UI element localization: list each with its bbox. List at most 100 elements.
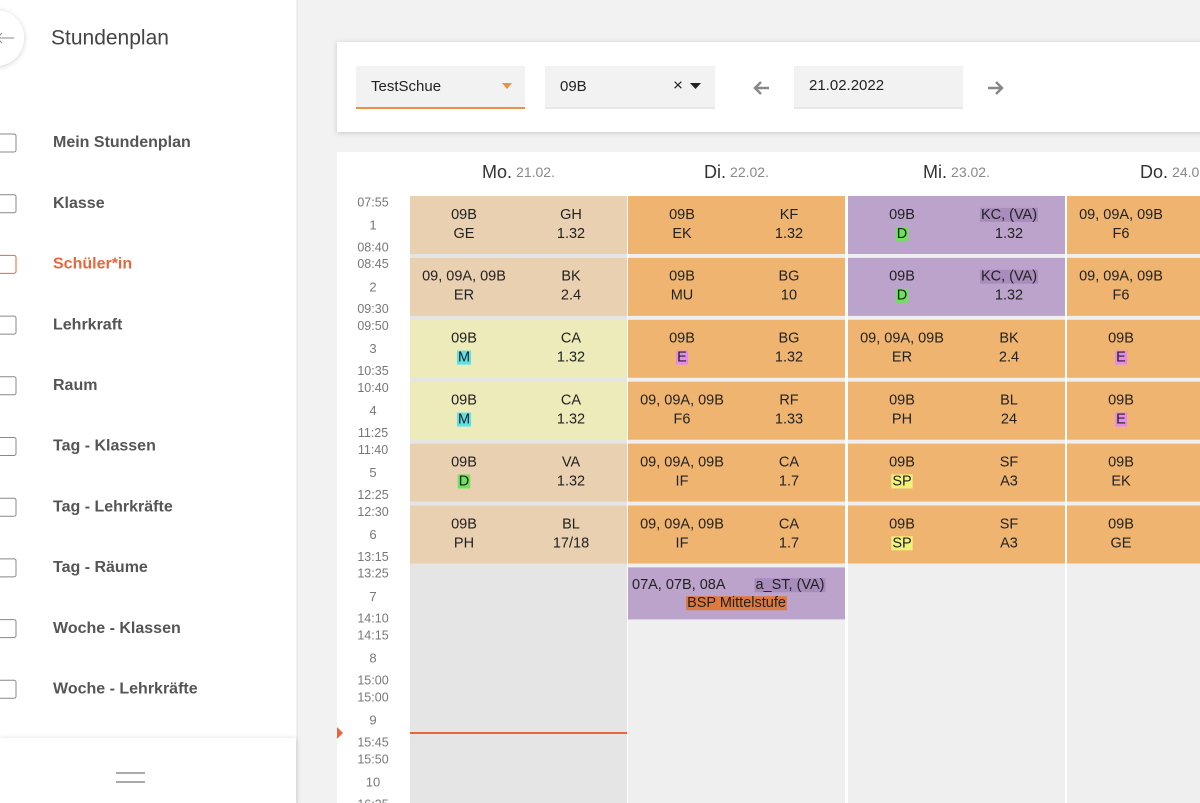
day-date: 23.02. bbox=[951, 164, 990, 180]
lesson[interactable]: 09B M CA 1.32 bbox=[410, 319, 627, 378]
period-end: 13:15 bbox=[357, 550, 388, 564]
school-select[interactable] bbox=[356, 66, 525, 109]
prev-day[interactable] bbox=[753, 81, 769, 95]
lesson-subject: MU bbox=[671, 288, 694, 304]
lesson-cell bbox=[410, 505, 627, 564]
period-start: 13:25 bbox=[357, 567, 388, 581]
lesson[interactable]: 09, 09A, 09B IF CA 1.7 bbox=[628, 443, 845, 502]
period-start: 15:50 bbox=[357, 752, 388, 766]
nav-item[interactable]: Tag - Räume bbox=[53, 559, 148, 576]
nav-item[interactable]: Klasse bbox=[53, 195, 105, 212]
text-highlight bbox=[979, 207, 1039, 222]
lesson[interactable]: 09B EK bbox=[1067, 443, 1200, 502]
text-highlight bbox=[895, 288, 909, 303]
lesson-subject: F6 bbox=[1113, 226, 1130, 242]
lesson-cell bbox=[1067, 319, 1200, 378]
lesson-cell bbox=[848, 505, 1065, 564]
clear-button[interactable]: × bbox=[673, 75, 683, 94]
text-highlight bbox=[891, 536, 913, 551]
lesson-teacher: a_ST, (VA) bbox=[755, 577, 824, 593]
lesson-classes: 09, 09A, 09B bbox=[1079, 207, 1163, 223]
text-highlight bbox=[686, 596, 787, 611]
period-end: 08:40 bbox=[357, 240, 388, 254]
lesson-subject: ER bbox=[892, 350, 912, 366]
lesson-room: A3 bbox=[1000, 535, 1018, 551]
nav-item[interactable]: Lehrkraft bbox=[53, 316, 123, 333]
period-number: 7 bbox=[369, 589, 376, 604]
lesson[interactable]: 09, 09A, 09B F6 bbox=[1067, 257, 1200, 316]
lesson[interactable]: 09B E BG 1.32 bbox=[628, 319, 845, 378]
period-number: 1 bbox=[369, 217, 376, 232]
lesson[interactable]: 09B M CA 1.32 bbox=[410, 381, 627, 440]
lesson-cell bbox=[410, 257, 627, 316]
lesson-cell bbox=[628, 443, 845, 502]
lesson[interactable]: 09, 09A, 09B ER BK 2.4 bbox=[410, 257, 627, 316]
nav-icon bbox=[0, 619, 17, 639]
text-highlight bbox=[676, 350, 689, 365]
period-end: 14:10 bbox=[357, 612, 388, 626]
lesson-classes: 09, 09A, 09B bbox=[860, 331, 944, 347]
day-name: Mo. bbox=[482, 162, 512, 182]
sidebar-nav: Mein Stundenplan Klasse Schüler*in Lehrkraf… bbox=[0, 133, 198, 699]
lesson[interactable]: 09B D KC, (VA) 1.32 bbox=[848, 257, 1065, 316]
lesson[interactable]: 09, 09A, 09B IF CA 1.7 bbox=[628, 505, 845, 564]
lesson-room: 1.32 bbox=[995, 226, 1023, 242]
day-name: Mi. bbox=[923, 162, 947, 182]
period-end: 09:30 bbox=[357, 302, 388, 316]
lesson-subject: ER bbox=[454, 288, 474, 304]
day-header: Di. 22.02. bbox=[704, 162, 769, 182]
lesson[interactable]: 09B D VA 1.32 bbox=[410, 443, 627, 502]
nav-item[interactable]: Tag - Klassen bbox=[53, 438, 156, 455]
lesson-classes: 09B bbox=[451, 516, 477, 532]
lesson-room: 1.32 bbox=[775, 350, 803, 366]
lesson-cell bbox=[1067, 257, 1200, 316]
class-select[interactable] bbox=[545, 66, 715, 109]
lesson[interactable]: 09B E bbox=[1067, 319, 1200, 378]
text-highlight bbox=[895, 226, 909, 241]
period-start: 12:30 bbox=[357, 505, 388, 519]
lesson[interactable]: 09, 09A, 09B F6 RF 1.33 bbox=[628, 381, 845, 440]
lesson[interactable]: 09B SP SF A3 bbox=[848, 443, 1065, 502]
period-number: 2 bbox=[369, 279, 376, 294]
lesson-cell bbox=[628, 196, 845, 254]
lesson[interactable]: 09B GE bbox=[1067, 505, 1200, 564]
lesson[interactable]: 09B GE GH 1.32 bbox=[410, 196, 627, 254]
lesson[interactable]: 09B E bbox=[1067, 381, 1200, 440]
lesson-room: 10 bbox=[781, 288, 797, 304]
lesson[interactable]: 09, 09A, 09B F6 bbox=[1067, 196, 1200, 254]
lesson[interactable]: 09B PH BL 17/18 bbox=[410, 505, 627, 564]
nav-item[interactable]: Woche - Lehrkräfte bbox=[53, 681, 198, 698]
lesson[interactable]: 09B D KC, (VA) 1.32 bbox=[848, 196, 1065, 254]
day-name: Di. bbox=[704, 162, 726, 182]
drag-handle[interactable] bbox=[116, 772, 145, 783]
day-date: 22.02. bbox=[730, 164, 769, 180]
period-start: 11:40 bbox=[358, 443, 388, 457]
date-field[interactable] bbox=[794, 66, 963, 109]
lesson-teacher: GH bbox=[560, 207, 582, 223]
lesson-room: 17/18 bbox=[553, 535, 589, 551]
lesson[interactable]: 09B MU BG 10 bbox=[628, 257, 845, 316]
lesson-cell bbox=[1067, 381, 1200, 440]
lesson[interactable]: 07A, 07B, 08A a_ST, (VA) BSP Mittelstufe bbox=[628, 567, 845, 620]
nav-item[interactable]: Raum bbox=[53, 377, 97, 394]
nav-item[interactable]: Woche - Klassen bbox=[53, 620, 181, 637]
lesson[interactable]: 09B EK KF 1.32 bbox=[628, 196, 845, 254]
lesson-cell bbox=[410, 381, 627, 440]
nav-item[interactable]: Schüler*in bbox=[53, 256, 132, 273]
nav-icon bbox=[0, 437, 17, 456]
lesson-cell bbox=[848, 381, 1065, 440]
lesson-cell bbox=[1067, 196, 1200, 254]
nav-item[interactable]: Mein Stundenplan bbox=[53, 134, 191, 151]
lesson-teacher: CA bbox=[561, 331, 581, 347]
lesson-subject: GE bbox=[454, 226, 475, 242]
lesson-teacher: CA bbox=[779, 516, 799, 532]
period-number: 8 bbox=[369, 651, 376, 666]
dropdown-arrow bbox=[502, 83, 512, 89]
nav-item[interactable]: Tag - Lehrkräfte bbox=[53, 498, 173, 515]
lesson-teacher: BK bbox=[999, 331, 1019, 347]
lesson[interactable]: 09, 09A, 09B ER BK 2.4 bbox=[848, 319, 1065, 378]
lesson[interactable]: 09B PH BL 24 bbox=[848, 381, 1065, 440]
lesson-subject: D bbox=[459, 473, 469, 489]
lesson[interactable]: 09B SP SF A3 bbox=[848, 505, 1065, 564]
next-day[interactable] bbox=[988, 81, 1004, 95]
